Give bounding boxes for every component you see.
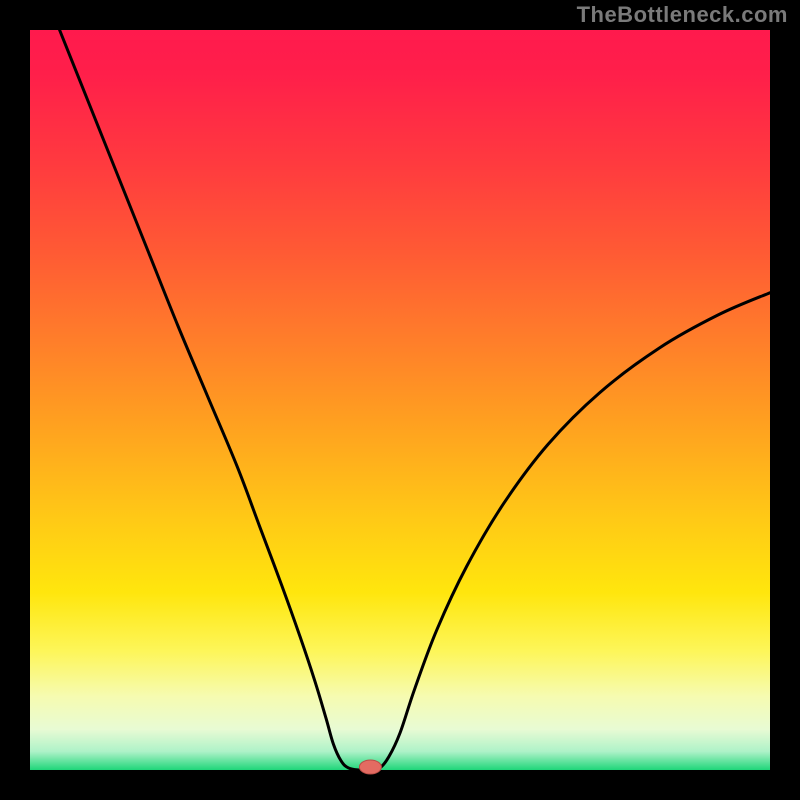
bottleneck-chart (0, 0, 800, 800)
trough-marker (359, 760, 381, 774)
plot-background (30, 30, 770, 770)
chart-stage: TheBottleneck.com (0, 0, 800, 800)
